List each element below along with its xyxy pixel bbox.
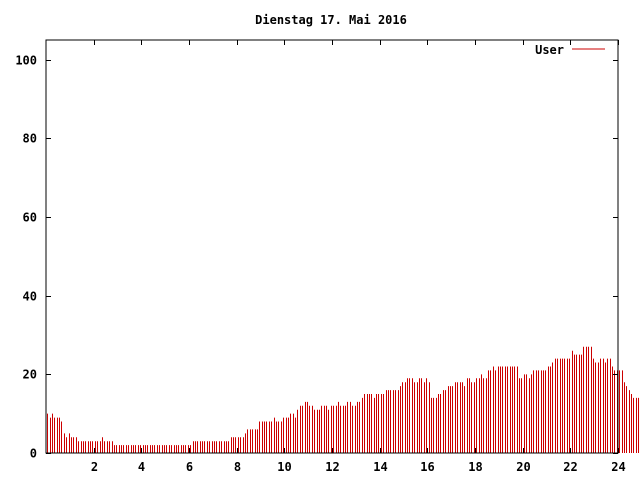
y-tick-label: 20	[23, 368, 37, 382]
chart-title: Dienstag 17. Mai 2016	[255, 13, 407, 27]
x-tick-label: 10	[277, 460, 291, 474]
x-tick-label: 16	[420, 460, 434, 474]
x-tick-label: 12	[325, 460, 339, 474]
legend-label: User	[535, 43, 564, 57]
legend: User	[535, 43, 605, 57]
x-tick-label: 22	[563, 460, 577, 474]
x-axis: 2 4 6 8 10 12 14 16 18 20 22 24	[91, 40, 626, 474]
y-tick-label: 60	[23, 211, 37, 225]
y-tick-label: 40	[23, 290, 37, 304]
x-tick-label: 6	[186, 460, 193, 474]
x-tick-label: 24	[611, 460, 625, 474]
y-tick-label: 0	[30, 447, 37, 461]
bars-group	[47, 346, 639, 453]
y-axis: 0 20 40 60 80 100	[15, 54, 618, 461]
y-tick-label: 100	[15, 54, 37, 68]
x-tick-label: 8	[234, 460, 241, 474]
y-tick-label: 80	[23, 132, 37, 146]
x-tick-label: 14	[373, 460, 387, 474]
x-tick-label: 20	[516, 460, 530, 474]
x-tick-label: 2	[91, 460, 98, 474]
plot-frame	[45, 39, 619, 454]
x-tick-label: 18	[468, 460, 482, 474]
x-tick-label: 4	[138, 460, 145, 474]
